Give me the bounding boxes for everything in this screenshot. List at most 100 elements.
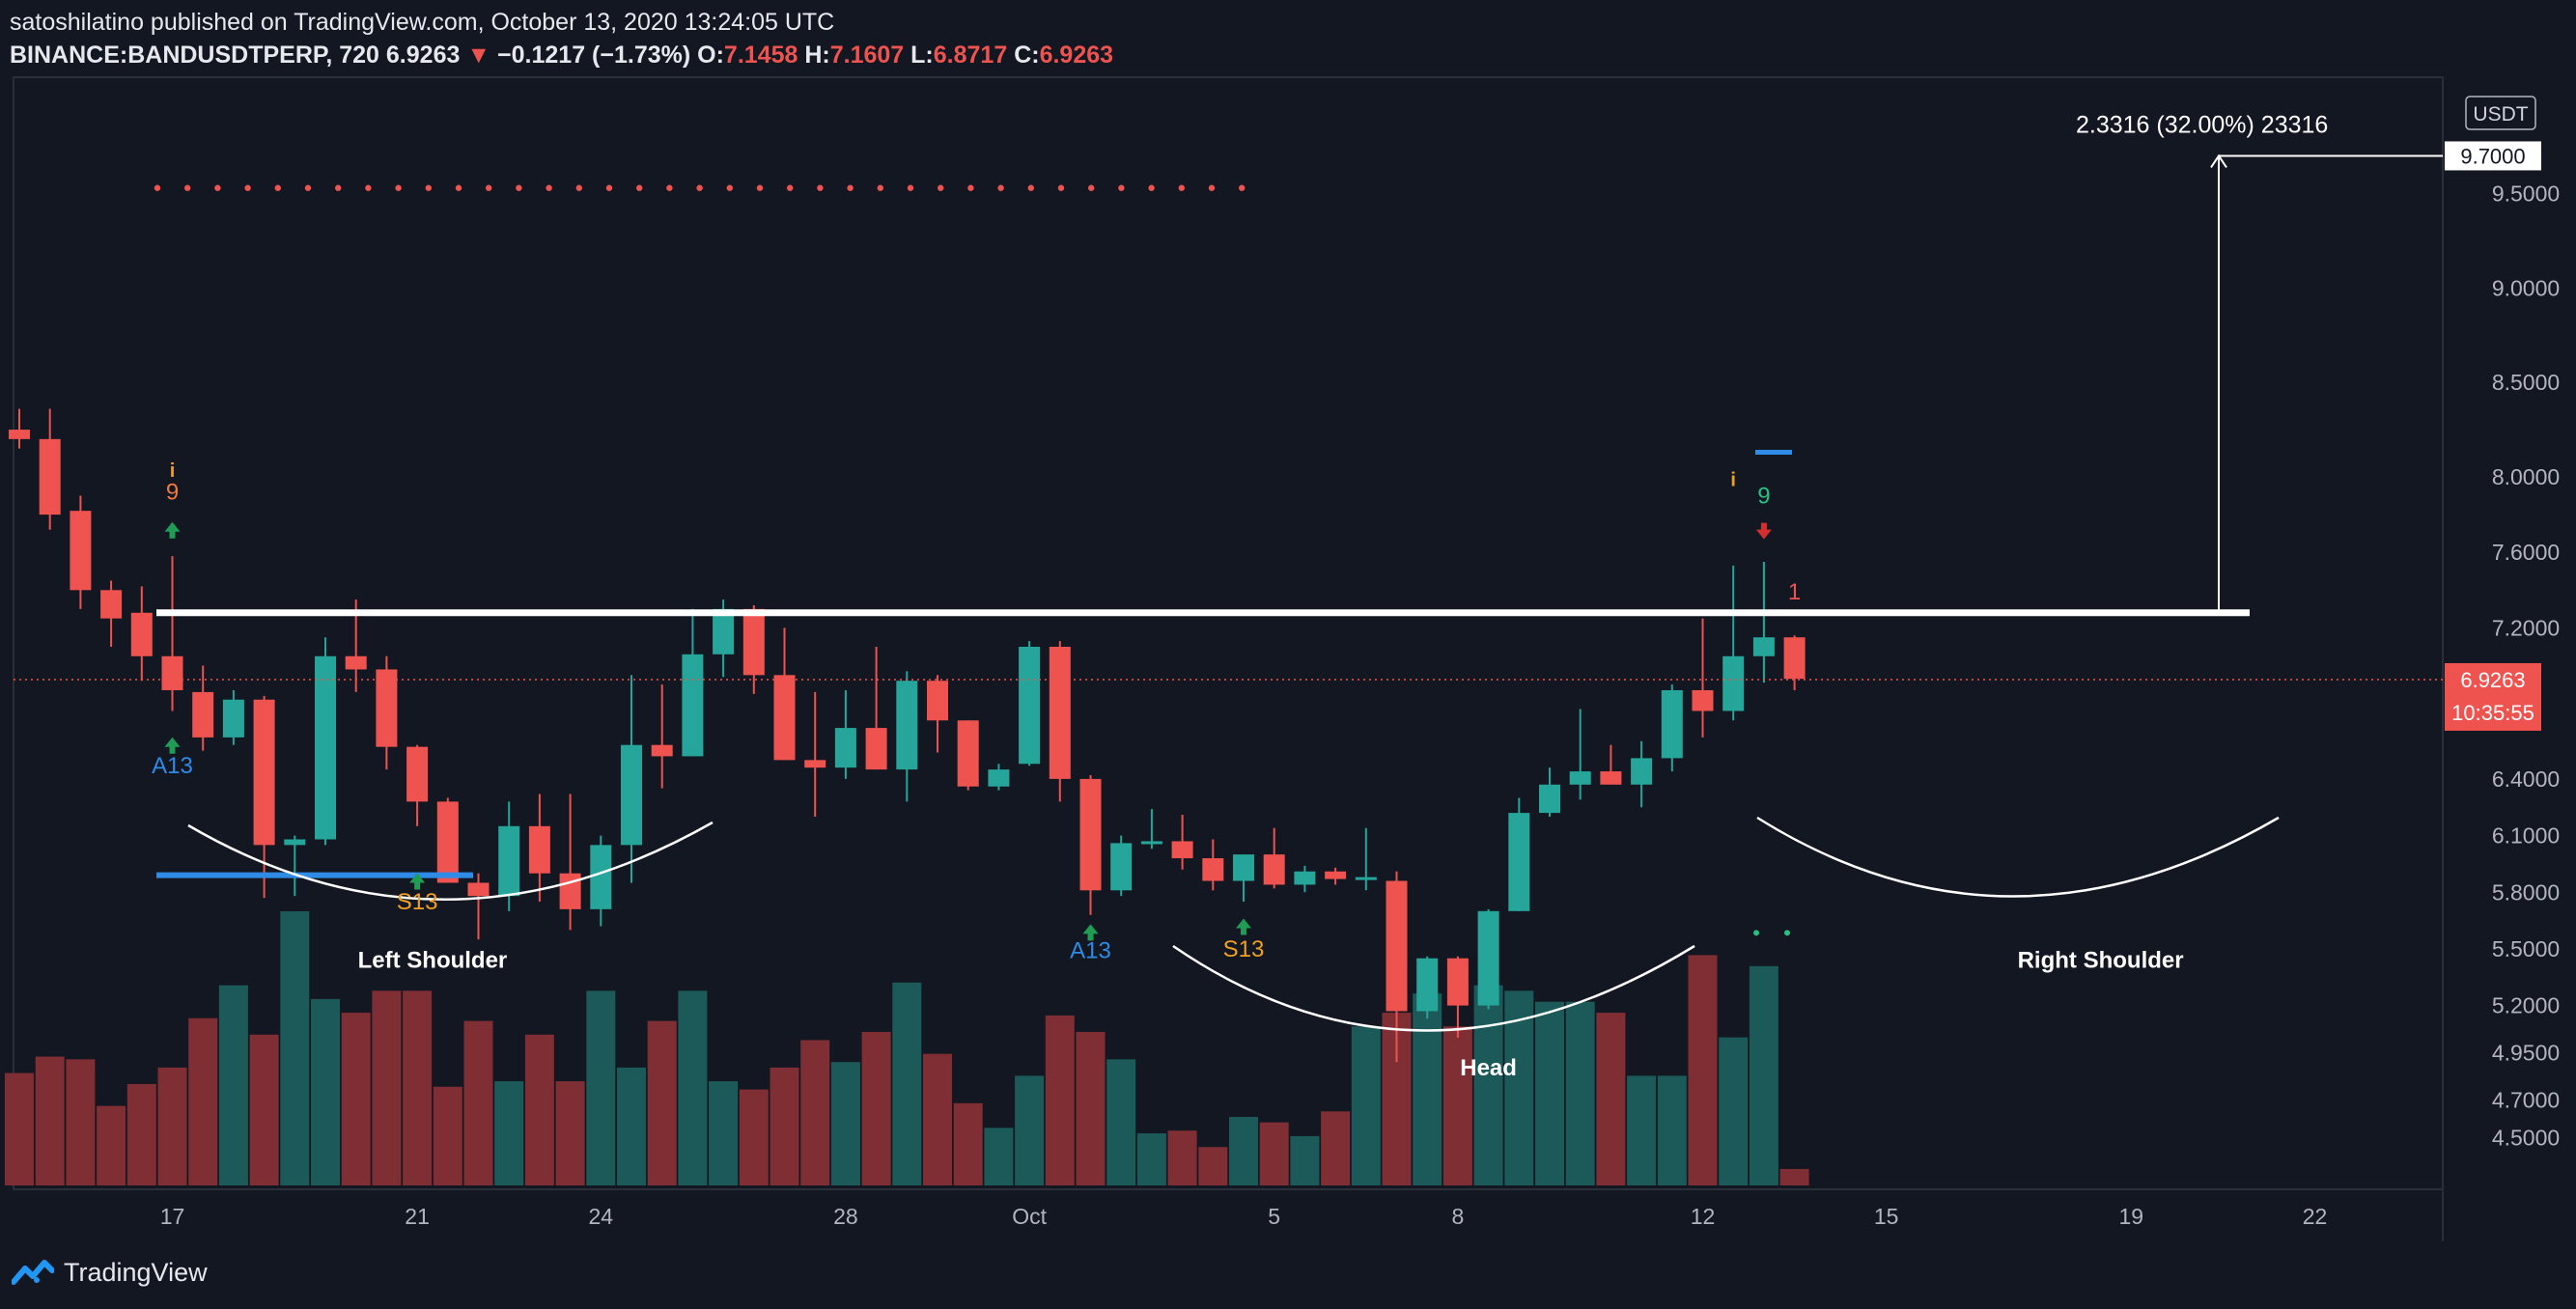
candle-body[interactable]: [9, 430, 30, 439]
volume-bar: [984, 1128, 1014, 1185]
candle-body[interactable]: [1600, 771, 1622, 785]
candle-body[interactable]: [1294, 871, 1316, 885]
resistance-dot: [154, 184, 161, 191]
candle-body[interactable]: [896, 681, 918, 770]
candle-body[interactable]: [1661, 689, 1683, 759]
candle-body[interactable]: [1752, 637, 1775, 656]
resistance-dot: [1088, 184, 1095, 191]
candle-body[interactable]: [528, 825, 550, 874]
candle-body[interactable]: [1569, 771, 1591, 785]
candle-body[interactable]: [927, 681, 948, 721]
candle-body[interactable]: [39, 438, 61, 515]
candle-body[interactable]: [1263, 854, 1285, 885]
volume-bar: [5, 1072, 34, 1185]
volume-bar: [1351, 1026, 1381, 1185]
candle-body[interactable]: [1355, 877, 1377, 880]
candle-body[interactable]: [70, 511, 92, 591]
candle-body[interactable]: [834, 728, 856, 768]
target-price-box: [2445, 141, 2541, 171]
resistance-dot: [997, 184, 1004, 191]
candle-body[interactable]: [1722, 655, 1745, 711]
candle-body[interactable]: [1416, 958, 1439, 1012]
candle-body[interactable]: [713, 608, 735, 654]
candle-body[interactable]: [284, 839, 306, 846]
candle-body[interactable]: [222, 699, 244, 738]
candle-body[interactable]: [988, 769, 1010, 787]
volume-bar: [770, 1067, 799, 1185]
candle-body[interactable]: [1446, 958, 1469, 1006]
candle-body[interactable]: [865, 728, 887, 770]
td-sequential-label: i: [170, 460, 176, 482]
pattern-label: Right Shoulder: [2018, 947, 2184, 973]
candle-body[interactable]: [1477, 910, 1499, 1006]
candle-body[interactable]: [498, 825, 520, 897]
down-arrow-icon: [1755, 522, 1772, 540]
candle-body[interactable]: [1233, 854, 1254, 881]
volume-bar: [1413, 993, 1442, 1185]
signal-dot: [1753, 930, 1759, 936]
resistance-dot: [817, 184, 824, 191]
candle-body[interactable]: [773, 675, 796, 761]
volume-bar: [892, 982, 922, 1185]
candle-body[interactable]: [682, 654, 704, 757]
volume-bar: [1321, 1111, 1351, 1185]
candle-body[interactable]: [1079, 778, 1102, 891]
resistance-dot: [244, 184, 251, 191]
x-tick-label: 19: [2119, 1204, 2144, 1229]
candle-body[interactable]: [1140, 841, 1162, 845]
candle-body[interactable]: [1631, 758, 1653, 785]
currency-box[interactable]: [2465, 96, 2536, 130]
candle-body[interactable]: [1783, 637, 1806, 680]
candle-body[interactable]: [804, 760, 826, 768]
close-label: C:: [1014, 42, 1040, 69]
candle-body[interactable]: [436, 801, 459, 883]
td-sequential-label: i: [1730, 470, 1736, 491]
candle-body[interactable]: [1202, 858, 1224, 881]
candle-body[interactable]: [100, 590, 123, 619]
candle-body[interactable]: [192, 691, 214, 738]
price-change: −0.1217 (−1.73%): [497, 42, 691, 69]
candle-body[interactable]: [1171, 841, 1193, 859]
candle-body[interactable]: [345, 655, 367, 670]
candle-body[interactable]: [1325, 871, 1347, 879]
y-tick-label: 6.1000: [2492, 823, 2560, 849]
td-sequential-label: 9: [166, 479, 179, 505]
candle-body[interactable]: [621, 744, 642, 846]
candle-body[interactable]: [1539, 784, 1560, 814]
candle-body[interactable]: [742, 608, 765, 676]
candle-body[interactable]: [315, 655, 336, 840]
resistance-dot: [546, 184, 552, 191]
candle-body[interactable]: [957, 720, 979, 787]
resistance-dot: [696, 184, 703, 191]
currency-label: USDT: [2473, 103, 2528, 125]
candle-body[interactable]: [130, 612, 153, 656]
candle-body[interactable]: [253, 699, 275, 846]
volume-bar: [1136, 1133, 1166, 1185]
y-tick-label: 7.2000: [2492, 615, 2560, 640]
td-sequential-label: A13: [1070, 938, 1111, 964]
candle-body[interactable]: [467, 882, 490, 897]
resistance-dot: [907, 184, 914, 191]
candle-body[interactable]: [1386, 880, 1408, 1012]
candle-body[interactable]: [590, 845, 612, 909]
target-price-label: 9.7000: [2460, 144, 2525, 168]
open-value: 7.1458: [723, 42, 798, 69]
candle-body[interactable]: [1019, 646, 1041, 765]
candle-body[interactable]: [559, 873, 581, 909]
candle-body[interactable]: [406, 746, 429, 802]
y-tick-label: 9.0000: [2492, 275, 2560, 300]
up-arrow-icon: [164, 521, 181, 539]
candle-body[interactable]: [1110, 843, 1133, 891]
candle-body[interactable]: [1692, 689, 1714, 711]
candle-body[interactable]: [1508, 813, 1530, 911]
tradingview-logo-icon[interactable]: [12, 1259, 54, 1286]
candle-body[interactable]: [1049, 646, 1071, 779]
candle-body[interactable]: [161, 655, 183, 690]
volume-bar: [1167, 1130, 1197, 1185]
symbol-label[interactable]: BINANCE:BANDUSDTPERP, 720: [10, 42, 379, 69]
candle-body[interactable]: [651, 744, 673, 757]
candle-body[interactable]: [376, 669, 398, 747]
volume-bar: [861, 1031, 891, 1185]
resistance-dot: [756, 184, 764, 191]
